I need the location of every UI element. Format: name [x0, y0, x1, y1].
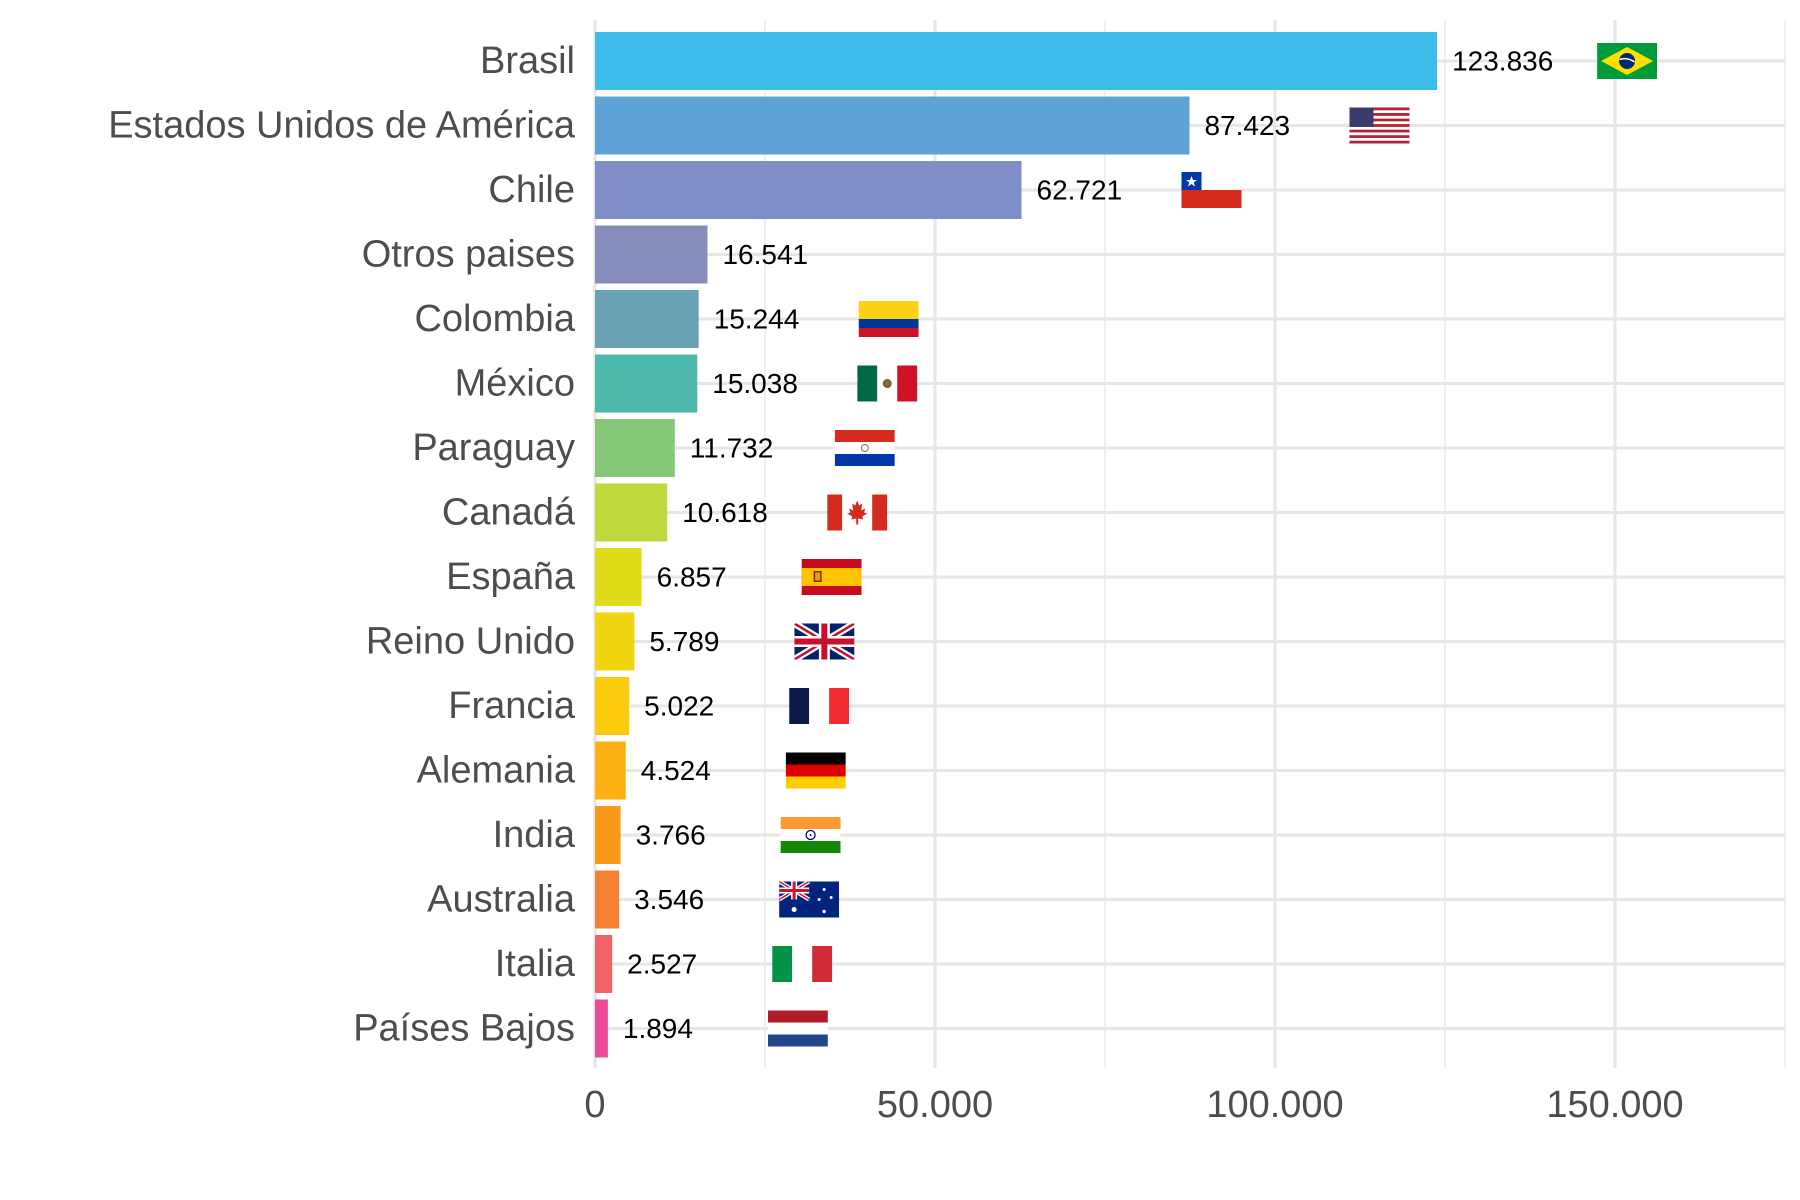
category-label: Canadá [442, 492, 576, 534]
labels: Brasil 123.836 Estados Unidos de América 87… [108, 40, 1553, 1050]
data-label: 62.721 [1037, 175, 1123, 206]
x-tick-label: 150.000 [1546, 1084, 1683, 1126]
germany-flag-icon [785, 752, 846, 789]
category-label: Estados Unidos de América [108, 105, 576, 147]
x-axis: 0 50.000 100.000 150.000 [584, 1084, 1683, 1126]
bar-14[interactable] [595, 870, 620, 929]
category-label: Australia [427, 879, 576, 921]
data-label: 87.423 [1204, 110, 1290, 141]
paraguay-flag-icon [834, 430, 895, 466]
data-label: 123.836 [1452, 46, 1553, 77]
category-label: Colombia [414, 298, 575, 340]
bar-13[interactable] [595, 806, 621, 864]
colombia-flag-icon [858, 301, 919, 337]
italy-flag-icon [772, 946, 833, 982]
data-label: 5.789 [649, 626, 719, 657]
data-label: 11.732 [690, 433, 774, 464]
x-tick-label: 100.000 [1206, 1084, 1343, 1126]
bar-16[interactable] [595, 999, 608, 1058]
bar-4[interactable] [595, 225, 708, 284]
data-label: 6.857 [657, 562, 727, 593]
category-label: España [446, 556, 576, 598]
category-label: Reino Unido [366, 621, 575, 663]
france-flag-icon [789, 688, 850, 724]
bar-11[interactable] [595, 677, 630, 735]
category-label: México [455, 363, 575, 405]
bars [595, 32, 1438, 1058]
x-tick-label: 0 [584, 1084, 605, 1126]
category-label: Países Bajos [353, 1008, 575, 1050]
data-label: 4.524 [641, 755, 711, 786]
data-label: 1.894 [623, 1013, 693, 1044]
usa-flag-icon [1349, 107, 1410, 144]
india-flag-icon [780, 817, 841, 853]
bar-10[interactable] [595, 612, 635, 671]
data-label: 5.022 [644, 691, 714, 722]
data-label: 15.244 [714, 304, 800, 335]
bar-6[interactable] [595, 354, 698, 413]
uk-flag-icon [794, 624, 854, 660]
brazil-flag-icon [1597, 43, 1658, 79]
category-label: Italia [495, 943, 576, 985]
data-label: 3.546 [634, 884, 704, 915]
chile-flag-icon [1181, 172, 1242, 208]
bar-3[interactable] [595, 161, 1022, 219]
data-label: 15.038 [712, 368, 798, 399]
bar-5[interactable] [595, 290, 699, 348]
bar-9[interactable] [595, 548, 642, 606]
x-tick-label: 50.000 [877, 1084, 993, 1126]
bar-1[interactable] [595, 32, 1438, 90]
australia-flag-icon [779, 882, 839, 918]
netherlands-flag-icon [767, 1010, 828, 1047]
bar-15[interactable] [595, 935, 613, 993]
bar-8[interactable] [595, 483, 668, 542]
data-label: 16.541 [722, 239, 808, 270]
mexico-flag-icon [857, 365, 918, 402]
spain-flag-icon [801, 559, 862, 595]
category-label: India [493, 814, 576, 856]
bar-7[interactable] [595, 419, 675, 477]
bar-2[interactable] [595, 96, 1190, 155]
bar-12[interactable] [595, 741, 626, 800]
category-label: Otros paises [362, 234, 575, 276]
canada-flag-icon [827, 494, 888, 531]
data-label: 10.618 [682, 497, 768, 528]
category-label: Alemania [417, 750, 576, 792]
category-label: Francia [448, 685, 576, 727]
category-label: Brasil [480, 40, 575, 82]
data-label: 2.527 [627, 949, 697, 980]
category-label: Paraguay [412, 427, 575, 469]
data-label: 3.766 [636, 820, 706, 851]
category-label: Chile [488, 169, 575, 211]
